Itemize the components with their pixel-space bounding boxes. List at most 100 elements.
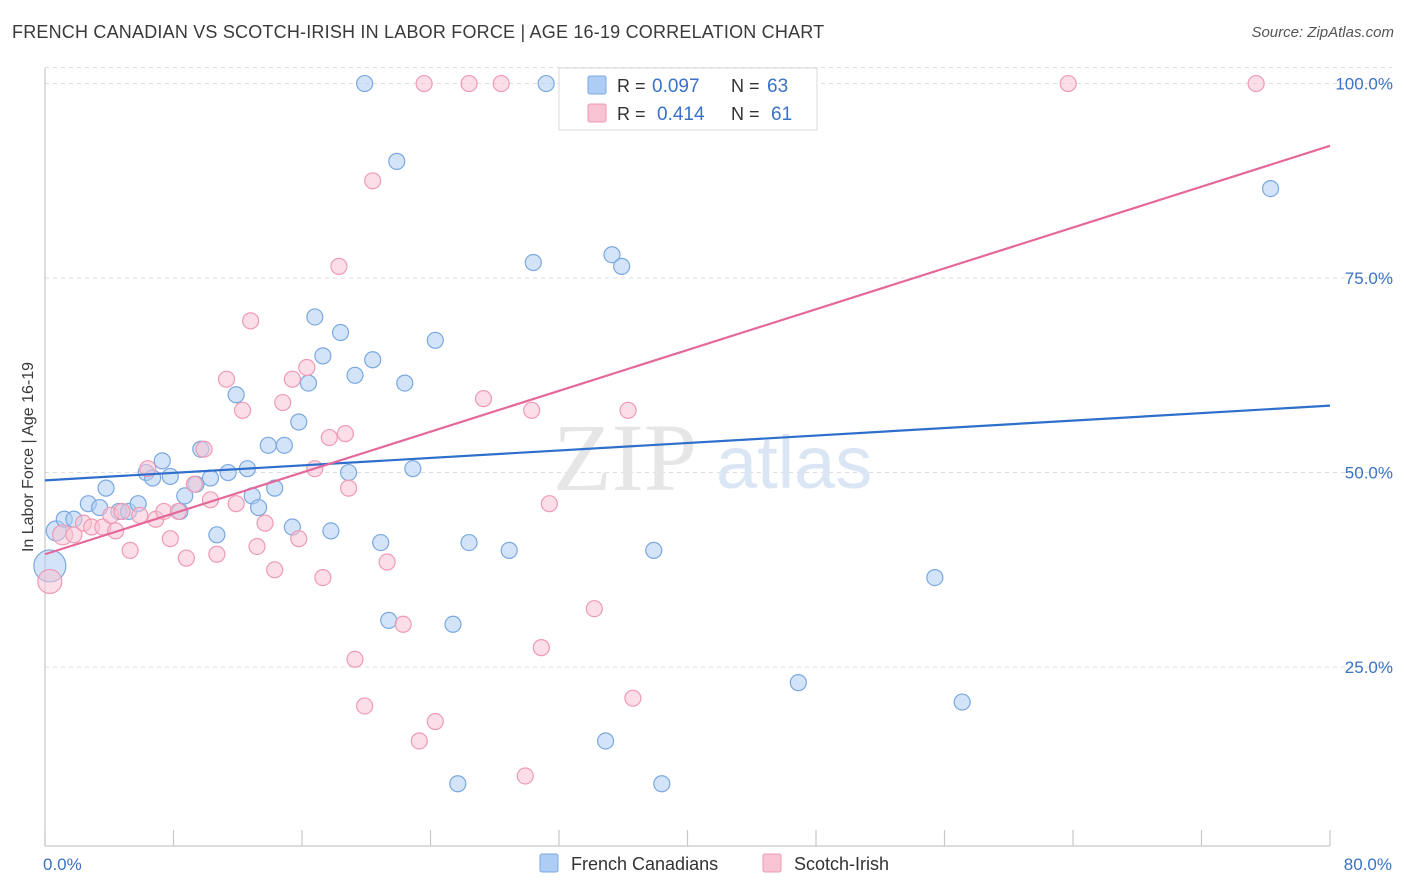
y-tick-labels: 100.0% 75.0% 50.0% 25.0%: [1335, 75, 1393, 678]
data-point: [378, 553, 396, 571]
correlation-legend: R = 0.097 N = 63 R = 0.414 N = 61: [558, 67, 818, 131]
data-point: [336, 425, 354, 443]
data-point: [396, 374, 414, 392]
trend-line-french-canadians: [44, 404, 1331, 482]
data-point: [177, 549, 195, 567]
data-point: [613, 257, 631, 275]
data-point: [113, 502, 131, 521]
data-point: [789, 674, 807, 692]
data-point: [394, 615, 412, 633]
data-point: [492, 74, 510, 93]
data-point: [298, 358, 316, 377]
data-point: [233, 401, 252, 419]
source-note: Source: ZipAtlas.com: [1251, 24, 1394, 41]
data-point: [603, 246, 621, 264]
data-point: [474, 390, 493, 408]
data-point: [537, 74, 555, 93]
data-point: [275, 436, 293, 454]
data-point: [645, 541, 663, 559]
legend-swatch-pink: [587, 103, 607, 123]
trend-lines: [44, 144, 1331, 556]
data-point: [176, 487, 194, 505]
data-point: [331, 323, 350, 342]
data-point: [444, 615, 462, 633]
data-point: [259, 436, 277, 454]
y-tick-label: 50.0%: [1345, 464, 1393, 483]
data-point: [619, 401, 637, 419]
data-point: [266, 561, 284, 579]
data-point: [306, 308, 324, 326]
series-legend-swatch-pink: [762, 853, 782, 873]
data-point: [242, 312, 260, 330]
data-point: [320, 428, 338, 447]
data-point: [208, 545, 226, 563]
data-point: [346, 366, 364, 384]
data-point: [364, 172, 382, 190]
data-point: [299, 374, 318, 392]
data-point: [65, 526, 83, 544]
legend-r-label-1: R =: [617, 76, 646, 96]
data-point: [97, 479, 115, 497]
x-tick-label-min: 0.0%: [43, 855, 82, 874]
data-point: [460, 533, 478, 552]
data-point: [1247, 74, 1265, 93]
data-point: [516, 767, 534, 785]
series-legend-label-french-canadians: French Canadians: [571, 854, 718, 874]
data-point: [161, 530, 179, 548]
data-point: [426, 712, 444, 731]
chart-title: FRENCH CANADIAN VS SCOTCH-IRISH IN LABOR…: [12, 22, 825, 42]
data-point: [314, 568, 332, 587]
data-point: [185, 475, 203, 493]
legend-r-value-1: 0.097: [652, 76, 700, 97]
data-point: [290, 413, 308, 431]
series-legend-swatch-blue: [539, 853, 559, 873]
legend-n-label-2: N =: [731, 104, 760, 124]
data-point: [524, 253, 542, 272]
y-axis-label: In Labor Force | Age 16-19: [20, 362, 37, 552]
data-point: [380, 611, 398, 629]
series-legend: French Canadians Scotch-Irish: [539, 853, 889, 874]
data-point: [227, 386, 245, 404]
data-point: [388, 152, 406, 170]
data-point: [195, 440, 213, 458]
data-point: [1059, 74, 1077, 93]
data-point: [540, 495, 558, 513]
data-point: [500, 541, 518, 559]
data-point: [449, 775, 467, 793]
data-point: [248, 537, 266, 556]
data-point: [926, 568, 944, 587]
data-point: [415, 74, 433, 93]
data-point: [653, 775, 671, 793]
data-point: [153, 452, 171, 470]
gridlines: [45, 67, 1392, 668]
legend-n-value-1: 63: [767, 76, 788, 97]
data-point: [37, 568, 63, 595]
data-point: [139, 460, 157, 478]
legend-n-value-2: 61: [771, 104, 792, 125]
data-point: [532, 639, 550, 657]
data-point: [953, 693, 971, 711]
series-legend-label-scotch-irish: Scotch-Irish: [794, 854, 889, 874]
data-point: [523, 401, 541, 419]
data-point: [585, 600, 603, 618]
data-point: [346, 650, 364, 668]
data-point: [364, 351, 382, 369]
y-tick-label: 25.0%: [1345, 658, 1393, 677]
data-point: [339, 479, 358, 497]
data-point: [131, 506, 149, 524]
data-point: [201, 469, 220, 487]
data-point: [322, 522, 340, 540]
y-tick-label: 75.0%: [1345, 269, 1393, 288]
data-point: [339, 463, 358, 482]
data-point: [283, 370, 301, 388]
data-point: [161, 467, 179, 486]
data-point: [208, 526, 226, 544]
data-point: [596, 732, 615, 750]
legend-r-label-2: R =: [617, 104, 646, 124]
data-point: [121, 541, 139, 559]
data-point: [624, 689, 642, 707]
watermark: ZIP atlas: [553, 404, 872, 511]
legend-n-label-1: N =: [731, 76, 760, 96]
data-point: [1261, 179, 1280, 198]
data-point: [227, 495, 245, 513]
